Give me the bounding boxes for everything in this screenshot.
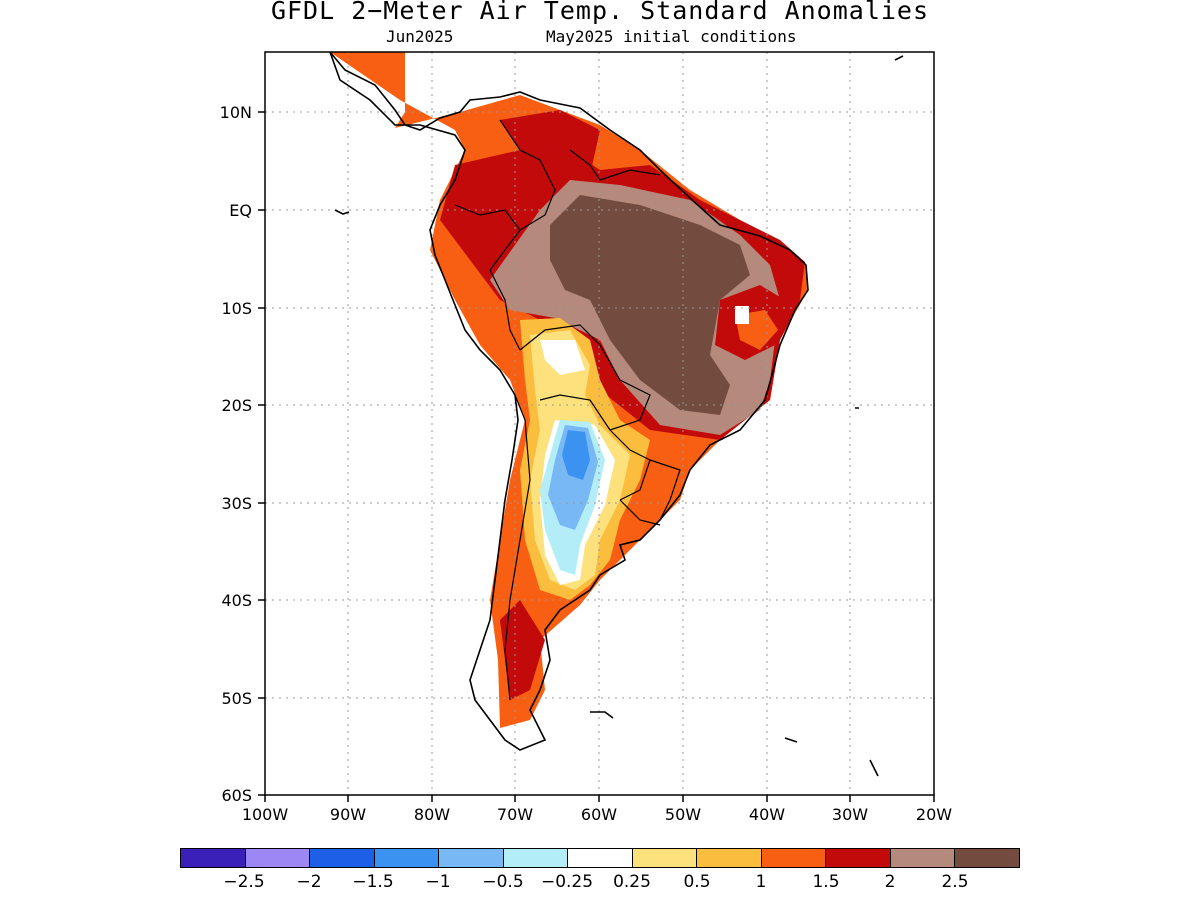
lat-label: 30S xyxy=(221,494,252,513)
lon-label: 30W xyxy=(832,805,868,824)
colorbar-swatch xyxy=(245,849,311,867)
anomaly-field xyxy=(330,52,808,728)
colorbar-swatch xyxy=(761,849,827,867)
colorbar-label: 0.25 xyxy=(613,872,651,892)
lat-label: 60S xyxy=(221,786,252,805)
colorbar-swatch xyxy=(826,849,891,867)
colorbar-swatch xyxy=(955,849,1019,867)
lat-label: 40S xyxy=(221,591,252,610)
anomaly-region-ne-white xyxy=(735,306,749,324)
colorbar-label: 2 xyxy=(884,872,896,892)
lon-label: 20W xyxy=(916,805,952,824)
colorbar-label: −1 xyxy=(425,872,451,892)
lat-label: 20S xyxy=(221,396,252,415)
forecast-month: Jun2025 xyxy=(386,27,454,46)
colorbar-swatch xyxy=(439,849,504,867)
lon-label: 100W xyxy=(242,805,289,824)
map-plot: 10N EQ 10S 20S 30S 40S 50S 60S 100W 90W … xyxy=(220,51,952,824)
lon-label: 80W xyxy=(414,805,450,824)
lon-label: 90W xyxy=(330,805,366,824)
colorbar-label: −1.5 xyxy=(352,872,394,892)
coastline xyxy=(329,52,809,751)
lat-label: 10N xyxy=(220,103,252,122)
colorbar-swatch xyxy=(890,849,956,867)
colorbar-swatch xyxy=(632,849,698,867)
colorbar-label: 1.5 xyxy=(812,872,840,892)
anomaly-region-darkbrown xyxy=(550,195,750,415)
gridlines xyxy=(265,52,934,795)
colorbar xyxy=(180,848,1020,868)
colorbar-label: 0.5 xyxy=(683,872,711,892)
anomaly-region-red-south xyxy=(500,600,545,700)
colorbar-label: −2 xyxy=(296,872,322,892)
lat-label: 10S xyxy=(221,299,252,318)
axis-ticks xyxy=(258,111,935,802)
lon-label: 70W xyxy=(497,805,533,824)
lon-label: 50W xyxy=(665,805,701,824)
lat-label: EQ xyxy=(229,201,252,220)
anomaly-region-white xyxy=(540,340,585,375)
lon-label: 40W xyxy=(749,805,785,824)
colorbar-swatch xyxy=(697,849,762,867)
coastline-islands xyxy=(334,55,904,777)
colorbar-label: 1 xyxy=(755,872,767,892)
colorbar-label: −0.25 xyxy=(540,872,594,892)
anomaly-region-red-north xyxy=(500,110,600,175)
anomaly-region-blue xyxy=(562,430,590,480)
lon-label: 60W xyxy=(581,805,617,824)
colorbar-label: 2.5 xyxy=(941,872,969,892)
country-borders xyxy=(454,119,681,701)
colorbar-swatch xyxy=(503,849,569,867)
map-title: GFDL 2−Meter Air Temp. Standard Anomalie… xyxy=(270,0,930,25)
lat-label: 50S xyxy=(221,689,252,708)
colorbar-swatch xyxy=(374,849,440,867)
colorbar-label: −2.5 xyxy=(223,872,265,892)
initial-conditions: May2025 initial conditions xyxy=(546,27,797,46)
colorbar-swatch xyxy=(568,849,633,867)
colorbar-swatch xyxy=(310,849,375,867)
colorbar-swatch xyxy=(181,849,246,867)
colorbar-label: −0.5 xyxy=(482,872,524,892)
